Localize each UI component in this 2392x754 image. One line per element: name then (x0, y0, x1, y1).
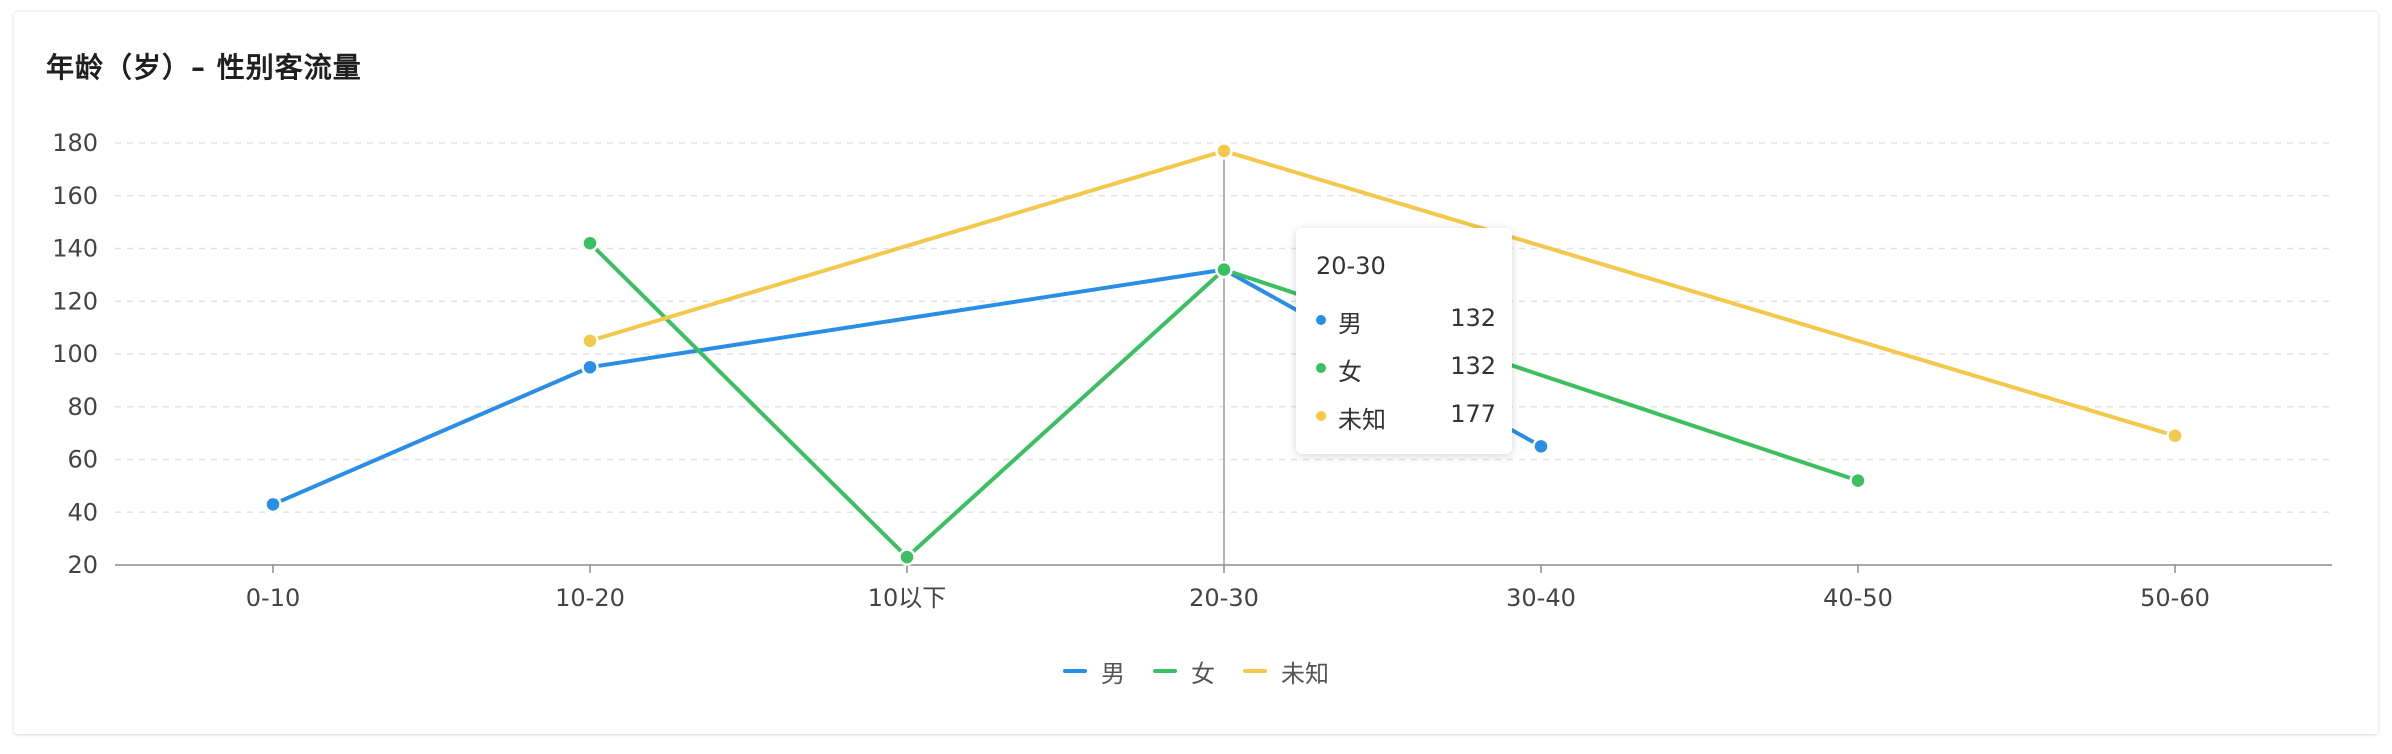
y-tick-label: 40 (67, 498, 98, 526)
y-tick-label: 100 (52, 340, 98, 368)
legend-label-unknown: 未知 (1281, 659, 1329, 688)
y-tick-label: 20 (67, 551, 98, 579)
data-point-2 (581, 332, 599, 350)
legend-swatch-unknown (1243, 669, 1267, 673)
data-point-0 (1532, 437, 1550, 456)
legend-swatch-male (1063, 669, 1087, 673)
chart-tooltip: 20-30 男 132 女 132 未知 177 (1296, 228, 1512, 454)
legend-item-male[interactable]: 男 (1063, 654, 1125, 688)
tooltip-name-female: 女 (1338, 358, 1362, 386)
data-point-1 (581, 234, 599, 252)
tooltip-value-female: 132 (1450, 352, 1496, 380)
x-tick-label: 40-50 (1823, 584, 1893, 612)
data-point-2 (1215, 142, 1233, 160)
y-tick-label: 140 (52, 235, 98, 263)
y-tick-label: 80 (67, 393, 98, 421)
x-tick-label: 10-20 (555, 584, 625, 612)
x-tick-label: 20-30 (1189, 584, 1259, 612)
legend-label-male: 男 (1101, 659, 1125, 688)
tooltip-value-unknown: 177 (1450, 400, 1496, 428)
chart-card (14, 12, 2378, 734)
tooltip-row-male: 男 132 (1316, 304, 1496, 338)
tooltip-dot-unknown (1316, 411, 1326, 421)
tooltip-name-unknown: 未知 (1338, 406, 1386, 434)
tooltip-category: 20-30 (1316, 252, 1386, 280)
legend-item-unknown[interactable]: 未知 (1243, 654, 1329, 688)
legend-item-female[interactable]: 女 (1153, 654, 1215, 688)
chart-legend: 男 女 未知 (0, 654, 2392, 688)
tooltip-row-unknown: 未知 177 (1316, 400, 1496, 434)
x-tick-label: 30-40 (1506, 584, 1576, 612)
y-tick-label: 180 (52, 129, 98, 157)
tooltip-row-female: 女 132 (1316, 352, 1496, 386)
chart-title: 年龄（岁）– 性别客流量 (46, 51, 362, 84)
tooltip-dot-male (1316, 315, 1326, 325)
y-tick-label: 120 (52, 287, 98, 315)
y-tick-label: 160 (52, 182, 98, 210)
y-tick-label: 60 (67, 446, 98, 474)
x-tick-label: 50-60 (2140, 584, 2210, 612)
legend-label-female: 女 (1191, 659, 1215, 688)
data-point-0 (264, 495, 282, 514)
data-point-1 (898, 548, 916, 566)
x-tick-label: 0-10 (246, 584, 300, 612)
tooltip-name-male: 男 (1338, 310, 1362, 338)
data-point-1 (1215, 260, 1233, 279)
x-tick-label: 10以下 (868, 584, 947, 612)
tooltip-value-male: 132 (1450, 304, 1496, 332)
data-point-1 (1849, 471, 1867, 490)
data-point-2 (2166, 427, 2184, 445)
series-line-1 (588, 241, 1859, 560)
tooltip-dot-female (1316, 363, 1326, 373)
data-point-0 (581, 358, 599, 376)
legend-swatch-female (1153, 669, 1177, 673)
